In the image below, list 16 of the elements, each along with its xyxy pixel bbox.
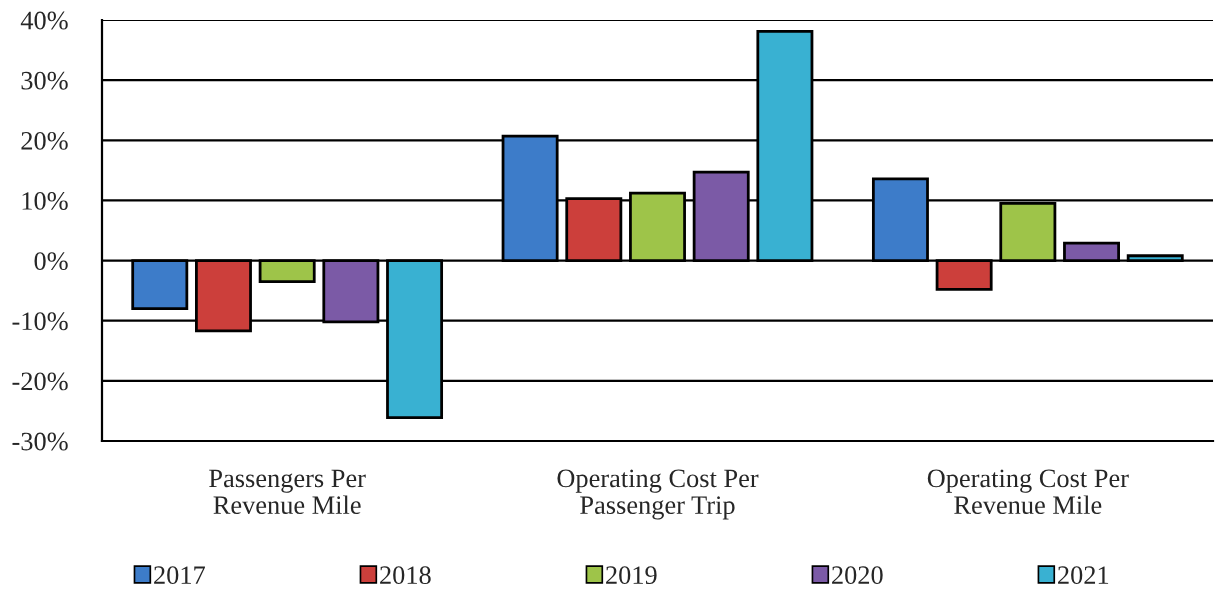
y-tick-label: 20%	[21, 131, 68, 150]
y-tick-label: 10%	[22, 192, 68, 210]
legend-label: 2020	[832, 566, 883, 585]
y-tick-label: 40%	[20, 11, 68, 30]
legend-label: 2018	[380, 566, 431, 585]
y-tick-label: -20%	[12, 372, 68, 391]
y-tick-label: 30%	[21, 71, 68, 90]
legend-label: 2021	[1058, 566, 1109, 585]
legend-label: 2017	[154, 566, 205, 585]
y-tick-label: 0%	[34, 252, 68, 271]
y-tick-label: -10%	[12, 312, 68, 331]
x-tick-label: Operating Cost Per Passenger Trip	[557, 469, 759, 520]
x-tick-label: Operating Cost Per Revenue Mile	[927, 469, 1129, 515]
x-tick-label: Passengers Per Revenue Mile	[209, 469, 366, 515]
legend-label: 2019	[606, 566, 657, 585]
y-tick-label: -30%	[12, 432, 68, 451]
